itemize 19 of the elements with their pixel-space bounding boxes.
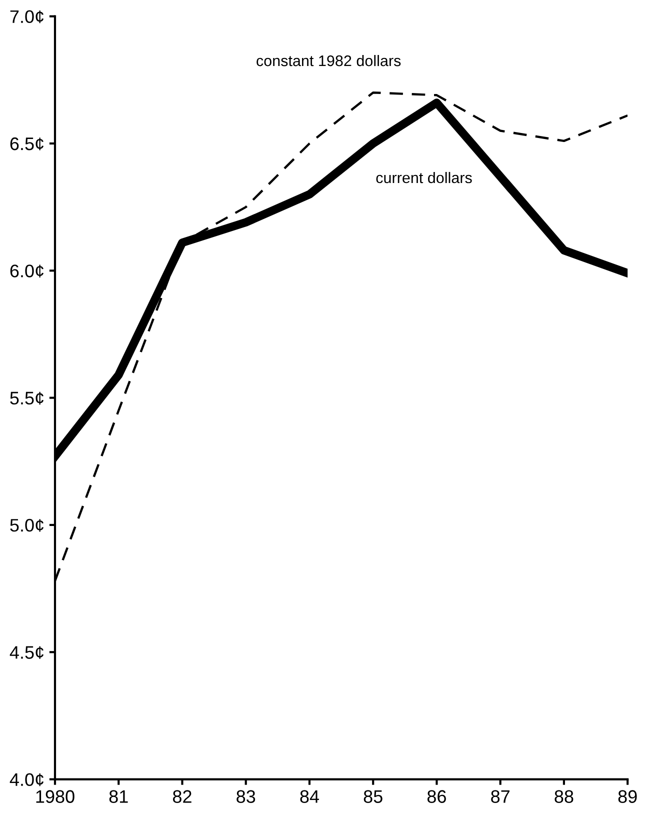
x-tick-label: 1980 <box>36 790 74 803</box>
x-tick-label: 88 <box>554 790 574 803</box>
series-label: constant 1982 dollars <box>256 54 401 66</box>
y-tick-label: 6.0¢ <box>10 264 44 278</box>
x-tick-label: 87 <box>491 790 510 803</box>
y-tick-label: 6.5¢ <box>10 137 44 150</box>
x-tick-label: 81 <box>109 790 128 803</box>
x-tick-label: 86 <box>427 790 446 803</box>
y-tick-label: 5.5¢ <box>10 392 44 405</box>
x-tick-label: 85 <box>364 790 382 803</box>
y-tick-label: 5.0¢ <box>10 518 44 532</box>
x-tick-label: 89 <box>618 790 637 803</box>
y-tick-label: 7.0¢ <box>10 10 44 24</box>
x-tick-label: 83 <box>236 790 256 803</box>
y-tick-label: 4.5¢ <box>10 646 44 659</box>
x-tick-label: 82 <box>172 790 192 803</box>
x-tick-label: 84 <box>300 790 319 803</box>
series-label: current dollars <box>376 172 472 184</box>
y-tick-label: 4.0¢ <box>10 773 44 786</box>
